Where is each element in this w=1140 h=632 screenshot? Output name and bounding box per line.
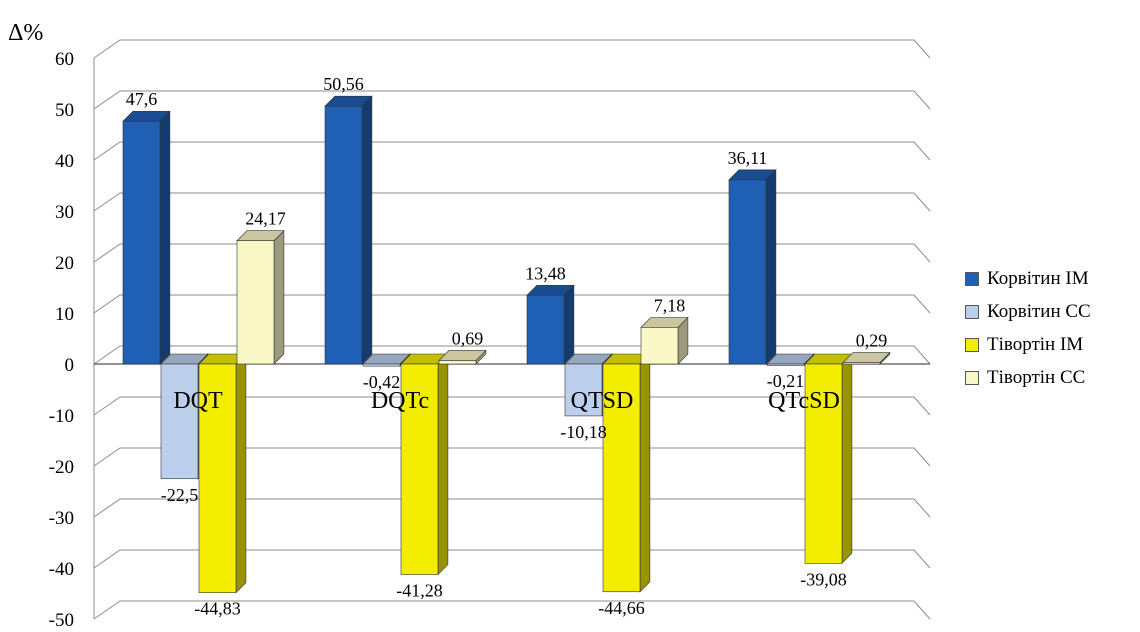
- x-tick-label: QTSD: [571, 388, 634, 414]
- legend-item: Тівортін СС: [965, 361, 1091, 394]
- gridline: [93, 90, 931, 110]
- bar-side: [841, 353, 853, 565]
- bar-side: [765, 169, 777, 365]
- gridline: [93, 294, 931, 314]
- gridline: [93, 498, 931, 518]
- bar-dqt-series-1: [122, 120, 161, 365]
- legend-swatch: [965, 304, 979, 319]
- bar-side: [437, 353, 449, 576]
- gridline: [93, 243, 931, 263]
- bar-side: [235, 353, 247, 594]
- bar-side: [273, 230, 285, 365]
- legend-swatch: [965, 271, 979, 286]
- bar-side: [361, 95, 373, 365]
- legend-label: Корвітин СС: [987, 300, 1091, 322]
- legend: Корвітин ІМ Корвітин СС Тівортін ІМ Тіворті…: [965, 262, 1091, 394]
- bar-qtsd-series-4: [640, 327, 679, 365]
- data-label: 24,17: [245, 209, 286, 229]
- gridline: [93, 549, 931, 569]
- legend-item: Корвітин СС: [965, 295, 1091, 328]
- x-tick-label: QTcSD: [768, 388, 840, 414]
- y-tick-label: -20: [49, 457, 74, 478]
- gridline: [93, 192, 931, 212]
- bar-dqtc-series-3: [400, 363, 439, 575]
- legend-swatch: [965, 370, 979, 385]
- data-label: 7,18: [654, 295, 686, 315]
- gridline: [93, 396, 931, 416]
- bar-dqt-series-4: [236, 240, 275, 365]
- legend-swatch: [965, 337, 979, 352]
- y-tick-label: 0: [65, 355, 75, 376]
- bar-qtsd-series-2: [564, 363, 603, 417]
- y-axis: -50 -40 -30 -20 -10 0 10 20 30 40 50 60: [49, 49, 930, 631]
- gridline: [93, 141, 931, 161]
- gridline: [93, 345, 931, 365]
- legend-item: Корвітин ІМ: [965, 262, 1091, 295]
- data-labels: 47,6 -22,5 -44,83 24,17 DQT 50,56 -0,42 -41,28 0…: [126, 74, 888, 618]
- data-label: 47,6: [126, 89, 158, 109]
- bar-dqt-series-2: [160, 363, 199, 480]
- bar-qtcsd-series-1: [728, 179, 767, 365]
- x-tick-label: DQTc: [371, 388, 429, 414]
- legend-item: Тівортін ІМ: [965, 328, 1091, 361]
- data-label: -22,5: [161, 485, 199, 505]
- data-label: -39,08: [800, 569, 847, 589]
- gridline: [93, 39, 931, 59]
- bar-qtcsd-series-4: [842, 362, 881, 365]
- legend-label: Тівортін ІМ: [987, 333, 1084, 355]
- y-tick-label: 10: [55, 304, 74, 325]
- bar-dqtc-series-4: [438, 360, 477, 365]
- data-label: -41,28: [396, 581, 443, 601]
- data-label: 0,69: [452, 328, 484, 348]
- y-tick-label: -30: [49, 508, 74, 529]
- bars: [122, 95, 891, 594]
- data-label: 0,29: [856, 331, 888, 351]
- data-label: -10,18: [560, 422, 607, 442]
- gridline: [93, 600, 931, 620]
- bar-dqtc-series-2: [362, 363, 401, 367]
- y-tick-label: -10: [49, 406, 74, 427]
- data-label: 50,56: [323, 74, 364, 94]
- data-label: -44,83: [194, 599, 241, 619]
- bar-dqt-series-3: [198, 363, 237, 593]
- bar-side: [159, 110, 171, 365]
- y-tick-label: 60: [55, 49, 74, 70]
- data-label: -0,21: [767, 371, 805, 391]
- y-tick-label: -40: [49, 559, 74, 580]
- y-tick-label: 40: [55, 151, 74, 172]
- bar-side: [639, 353, 651, 593]
- bar-dqtc-series-1: [324, 105, 363, 365]
- bar-qtsd-series-1: [526, 294, 565, 365]
- data-label: 13,48: [525, 263, 566, 283]
- data-label: 36,11: [728, 148, 768, 168]
- y-tick-label: 20: [55, 253, 74, 274]
- data-label: -0,42: [363, 372, 401, 392]
- gridlines: [93, 39, 931, 620]
- bar-qtcsd-series-2: [766, 363, 805, 366]
- bar-qtsd-series-3: [602, 363, 641, 593]
- bar-qtcsd-series-3: [804, 363, 843, 564]
- y-tick-label: 50: [55, 100, 74, 121]
- data-label: -44,66: [598, 598, 645, 618]
- legend-label: Корвітин ІМ: [987, 267, 1089, 289]
- bar-side: [563, 284, 575, 365]
- y-tick-label: 30: [55, 202, 74, 223]
- y-tick-label: -50: [49, 610, 74, 631]
- gridline: [93, 447, 931, 467]
- x-tick-label: DQT: [173, 388, 223, 414]
- legend-label: Тівортін СС: [987, 366, 1086, 388]
- y-axis-title: Δ%: [8, 20, 43, 46]
